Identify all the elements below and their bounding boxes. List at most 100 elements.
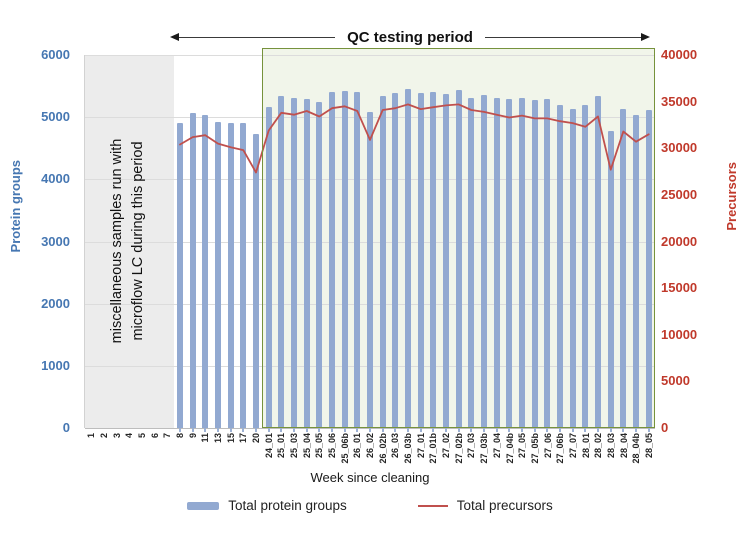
x-axis-label-cell: 6 — [148, 433, 161, 473]
x-axis-label: 1 — [86, 433, 97, 439]
x-axis-label-cell: 28_04 — [617, 433, 630, 473]
bar-axis-tick — [559, 428, 561, 432]
x-axis-label-cell: 27_04b — [503, 433, 516, 473]
bar — [215, 121, 221, 428]
qc-period-annotation: QC testing period — [170, 28, 650, 46]
x-axis-label-cell: 24_01 — [262, 433, 275, 473]
x-axis-label-cell: 8 — [174, 433, 187, 473]
bar-axis-tick — [394, 428, 397, 432]
bar — [354, 92, 361, 428]
x-axis-label-cell: 27_04 — [491, 433, 504, 473]
x-axis-label-cell: 4 — [123, 433, 136, 473]
x-axis-label: 25_06 — [327, 433, 338, 459]
bar-axis-tick — [343, 428, 346, 432]
x-axis-label: 27_04 — [491, 433, 502, 459]
arrow-line-left — [179, 36, 336, 38]
x-axis-label-cell: 27_02 — [440, 433, 453, 473]
bar-axis-tick — [331, 428, 333, 432]
left-tick-label: 4000 — [41, 171, 70, 187]
x-axis-label-cell: 28_02 — [592, 433, 605, 473]
bar — [303, 99, 310, 428]
bar — [265, 106, 272, 428]
bar — [316, 102, 323, 428]
x-axis-label: 27_01b — [428, 433, 439, 464]
x-axis-label-cell: 15 — [224, 433, 237, 473]
bar — [443, 93, 449, 428]
bar-axis-tick — [445, 428, 447, 432]
bar-axis-tick — [204, 428, 207, 432]
x-axis-label: 6 — [149, 433, 160, 439]
x-axis-label-cell: 17 — [237, 433, 250, 473]
bar-axis-tick — [609, 428, 612, 432]
x-axis-label-cell: 26_01 — [351, 433, 364, 473]
bar — [645, 110, 652, 428]
x-axis-label: 25_04 — [301, 433, 312, 459]
left-axis-tick-labels: 6000 5000 4000 3000 2000 1000 0 — [0, 47, 78, 435]
bar-axis-tick — [318, 428, 321, 432]
legend-precursors-label: Total precursors — [456, 498, 553, 513]
right-axis-tick-labels: 40000 35000 30000 25000 20000 15000 10000 5000 0 — [661, 47, 731, 435]
x-axis-label-cell: 5 — [136, 433, 149, 473]
x-axis-label: 8 — [175, 433, 186, 439]
bar-axis-tick — [267, 428, 270, 432]
x-axis-label: 27_02 — [441, 433, 452, 459]
x-axis-label-cell: 28_04b — [630, 433, 643, 473]
bar — [531, 100, 538, 428]
bar — [493, 97, 500, 428]
bar — [227, 123, 234, 428]
left-tick-label: 0 — [62, 420, 70, 435]
arrow-line-right — [484, 36, 641, 38]
plot-area: miscellaneous samples run with microflow… — [84, 48, 655, 432]
right-tick-label: 30000 — [661, 140, 698, 156]
bar-axis-tick — [521, 428, 523, 432]
microflow-note: miscellaneous samples run with microflow… — [107, 91, 151, 391]
bar-axis-tick — [381, 428, 384, 432]
x-axis-label-cell: 13 — [212, 433, 225, 473]
bar — [240, 122, 247, 428]
x-axis-label: 20 — [251, 433, 262, 444]
bar-axis-tick — [584, 428, 587, 432]
x-axis-label: 27_01 — [415, 433, 426, 459]
bar — [392, 92, 399, 428]
x-axis-label-cell: 26_02 — [364, 433, 377, 473]
x-axis-label: 28_04 — [618, 433, 629, 459]
legend: Total protein groups Total precursors — [85, 498, 655, 513]
bar — [291, 97, 297, 428]
x-axis-label-cell: 25_03 — [288, 433, 301, 473]
x-axis-label: 27_04b — [504, 433, 515, 464]
x-axis-label: 26_01 — [352, 433, 363, 459]
legend-protein-groups-label: Total protein groups — [228, 498, 347, 513]
bar — [367, 112, 373, 428]
x-axis-label: 25_06b — [339, 433, 350, 464]
x-axis-label-cell: 28_05 — [643, 433, 656, 473]
x-axis-label-cell: 7 — [161, 433, 174, 473]
bar-axis-tick — [217, 428, 219, 432]
left-tick-label: 1000 — [41, 357, 70, 373]
x-axis-title: Week since cleaning — [310, 470, 430, 485]
x-axis-label: 26_03 — [390, 433, 401, 459]
x-axis-label: 4 — [124, 433, 135, 439]
bar-axis-tick — [356, 428, 359, 432]
left-tick-label: 6000 — [41, 47, 70, 62]
left-tick-label: 5000 — [41, 109, 70, 125]
x-axis-label: 15 — [225, 433, 236, 444]
x-axis-label: 28_02 — [593, 433, 604, 459]
bar-axis-tick — [647, 428, 650, 432]
bar-axis-tick — [369, 428, 371, 432]
x-axis-label-cell: 11 — [199, 433, 212, 473]
x-axis-label: 27_06b — [555, 433, 566, 464]
bar-axis-tick — [432, 428, 435, 432]
x-axis-labels: 1 2 3 4 5 6 7 8 9 11 13 15 17 20 24_01 25_01 25_03 25_04 2… — [85, 433, 655, 473]
bar-axis-tick — [419, 428, 422, 432]
bar — [455, 90, 462, 428]
right-tick-label: 40000 — [661, 47, 698, 62]
x-axis-label-cell: 25_04 — [300, 433, 313, 473]
bar-axis-tick — [635, 428, 637, 432]
x-axis-label-cell: 27_05 — [516, 433, 529, 473]
right-tick-label: 0 — [661, 420, 669, 435]
x-axis-label: 27_05b — [529, 433, 540, 464]
right-tick-label: 20000 — [661, 233, 698, 249]
x-axis-label-cell: 26_03b — [402, 433, 415, 473]
bar-axis-tick — [546, 428, 549, 432]
bar-axis-tick — [293, 428, 295, 432]
